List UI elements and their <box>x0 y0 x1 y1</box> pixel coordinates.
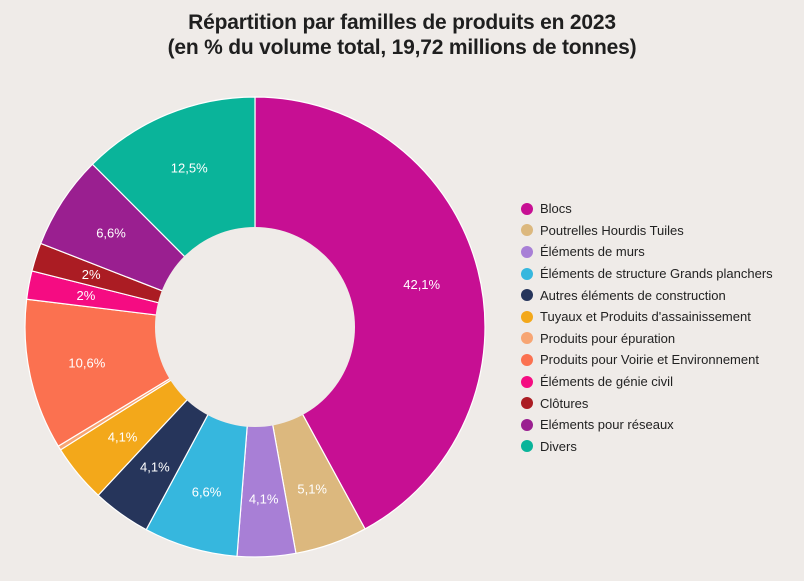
legend-swatch-7 <box>521 353 533 366</box>
legend-label-0: Blocs <box>540 201 572 217</box>
legend-label-9: Clôtures <box>540 395 589 411</box>
legend-swatch-6 <box>521 332 533 345</box>
legend-swatch-1 <box>521 224 533 237</box>
chart-subtitle: (en % du volume total, 19,72 millions de… <box>167 36 637 59</box>
chart-title: Répartition par familles de produits en … <box>188 11 616 34</box>
legend-swatch-8 <box>521 375 533 388</box>
legend-item-6: Produits pour épuration <box>521 328 773 350</box>
slice-label-3: 6,6% <box>192 485 222 500</box>
legend-item-1: Poutrelles Hourdis Tuiles <box>521 220 773 242</box>
slice-label-11: 12,5% <box>171 161 208 176</box>
legend-label-7: Produits pour Voirie et Environnement <box>540 352 759 368</box>
legend-label-8: Éléments de génie civil <box>540 374 673 390</box>
slice-label-9: 2% <box>82 267 101 282</box>
legend-swatch-9 <box>521 397 533 410</box>
legend-item-5: Tuyaux et Produits d'assainissement <box>521 306 773 328</box>
legend-item-3: Éléments de structure Grands planchers <box>521 263 773 285</box>
legend-item-4: Autres éléments de construction <box>521 284 773 306</box>
legend-swatch-4 <box>521 289 533 302</box>
chart-title-block: Répartition par familles de produits en … <box>0 10 804 60</box>
legend-label-5: Tuyaux et Produits d'assainissement <box>540 309 751 325</box>
slice-label-0: 42,1% <box>403 277 440 292</box>
slice-label-4: 4,1% <box>140 459 170 474</box>
legend-label-11: Divers <box>540 438 577 454</box>
slice-labels: 42,1%5,1%4,1%6,6%4,1%4,1%10,6%2%2%6,6%12… <box>68 161 440 507</box>
legend-item-10: Eléments pour réseaux <box>521 414 773 436</box>
legend-swatch-10 <box>521 418 533 431</box>
legend-item-11: Divers <box>521 436 773 458</box>
legend-label-2: Éléments de murs <box>540 244 645 260</box>
slice-label-7: 10,6% <box>68 356 105 371</box>
legend-item-7: Produits pour Voirie et Environnement <box>521 349 773 371</box>
chart-legend: Blocs Poutrelles Hourdis Tuiles Éléments d… <box>521 198 773 457</box>
legend-label-6: Produits pour épuration <box>540 330 676 346</box>
slice-0 <box>254 96 486 530</box>
legend-label-1: Poutrelles Hourdis Tuiles <box>540 222 684 238</box>
slice-label-10: 6,6% <box>96 225 126 240</box>
legend-swatch-3 <box>521 267 533 280</box>
legend-label-10: Eléments pour réseaux <box>540 417 674 433</box>
legend-item-9: Clôtures <box>521 392 773 414</box>
legend-swatch-2 <box>521 245 533 258</box>
legend-swatch-5 <box>521 310 533 323</box>
slice-label-2: 4,1% <box>249 491 279 506</box>
legend-item-0: Blocs <box>521 198 773 220</box>
slice-label-8: 2% <box>76 288 95 303</box>
legend-item-2: Éléments de murs <box>521 241 773 263</box>
legend-swatch-0 <box>521 202 533 215</box>
slice-label-5: 4,1% <box>108 429 138 444</box>
slice-label-1: 5,1% <box>297 482 327 497</box>
legend-swatch-11 <box>521 440 533 453</box>
legend-label-4: Autres éléments de construction <box>540 287 726 303</box>
legend-item-8: Éléments de génie civil <box>521 371 773 393</box>
donut-hole <box>155 227 355 427</box>
legend-label-3: Éléments de structure Grands planchers <box>540 266 773 282</box>
